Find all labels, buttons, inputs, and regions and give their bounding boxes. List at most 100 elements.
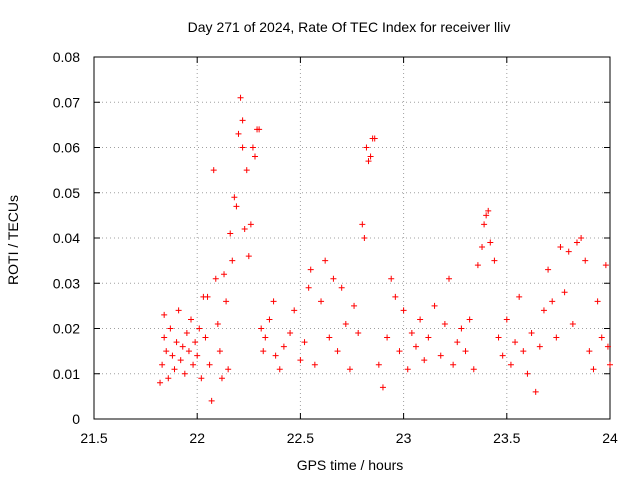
- data-point: [173, 339, 180, 346]
- data-point: [487, 239, 494, 246]
- data-point: [412, 343, 419, 350]
- data-point: [342, 320, 349, 327]
- data-point: [258, 325, 265, 332]
- data-point: [157, 379, 164, 386]
- data-point: [256, 126, 263, 133]
- axis-ticks: 21.5 22 22.5 23 23.5 24 0 0.01 0.02 0.03 0.04 0.05 0…: [53, 49, 618, 446]
- data-point: [185, 348, 192, 355]
- y-tick-label: 0.03: [53, 275, 80, 291]
- data-point: [239, 144, 246, 151]
- data-point: [171, 366, 178, 373]
- data-point: [266, 316, 273, 323]
- data-point: [499, 352, 506, 359]
- data-point: [214, 320, 221, 327]
- y-tick-label: 0.06: [53, 140, 80, 156]
- y-tick-label: 0.07: [53, 94, 80, 110]
- data-point: [528, 330, 535, 337]
- data-point: [565, 248, 572, 255]
- data-point: [202, 334, 209, 341]
- data-point: [569, 320, 576, 327]
- data-point: [307, 266, 314, 273]
- y-tick-label: 0.02: [53, 321, 80, 337]
- data-point: [375, 361, 382, 368]
- data-point: [417, 316, 424, 323]
- x-tick-label: 22: [189, 430, 205, 446]
- data-point: [408, 330, 415, 337]
- data-point: [301, 339, 308, 346]
- data-point: [359, 221, 366, 228]
- grid-layer: [94, 57, 610, 419]
- chart-title: Day 271 of 2024, Rate Of TEC Index for r…: [188, 19, 511, 35]
- data-point: [446, 275, 453, 282]
- data-point: [586, 348, 593, 355]
- data-point: [578, 235, 585, 241]
- data-point: [557, 244, 564, 251]
- data-point: [485, 207, 492, 214]
- x-tick-label: 22.5: [287, 430, 314, 446]
- x-tick-label: 23: [396, 430, 412, 446]
- data-point: [330, 275, 337, 282]
- data-points: [157, 94, 613, 404]
- data-point: [161, 334, 168, 341]
- data-point: [388, 275, 395, 282]
- data-point: [363, 144, 370, 151]
- data-point: [483, 212, 490, 219]
- data-point: [431, 302, 438, 309]
- data-point: [549, 298, 556, 305]
- data-point: [590, 366, 597, 373]
- data-point: [602, 262, 609, 269]
- data-point: [540, 307, 547, 314]
- data-point: [169, 352, 176, 359]
- data-point: [421, 357, 428, 364]
- y-tick-label: 0.04: [53, 230, 80, 246]
- data-point: [270, 298, 277, 305]
- data-point: [503, 316, 510, 323]
- data-point: [481, 221, 488, 228]
- data-point: [204, 293, 211, 300]
- data-point: [355, 330, 362, 337]
- data-point: [305, 284, 312, 291]
- data-point: [276, 366, 283, 373]
- data-point: [208, 397, 215, 404]
- x-axis-label: GPS time / hours: [297, 457, 404, 473]
- data-point: [165, 375, 172, 382]
- data-point: [297, 357, 304, 364]
- data-point: [216, 348, 223, 355]
- data-point: [326, 334, 333, 341]
- data-point: [466, 316, 473, 323]
- data-point: [441, 320, 448, 327]
- data-point: [573, 239, 580, 246]
- data-point: [272, 352, 279, 359]
- data-point: [179, 343, 186, 350]
- data-point: [400, 307, 407, 314]
- data-point: [183, 330, 190, 337]
- data-point: [241, 225, 248, 232]
- data-point: [384, 334, 391, 341]
- data-point: [245, 253, 252, 260]
- data-point: [249, 144, 256, 151]
- y-tick-label: 0.01: [53, 366, 80, 382]
- data-point: [425, 334, 432, 341]
- data-point: [491, 257, 498, 264]
- data-point: [495, 334, 502, 341]
- x-tick-label: 21.5: [80, 430, 107, 446]
- data-point: [161, 311, 168, 318]
- data-point: [163, 348, 170, 355]
- data-point: [212, 275, 219, 282]
- data-point: [404, 366, 411, 373]
- data-point: [598, 334, 605, 341]
- data-point: [229, 257, 236, 264]
- data-point: [177, 357, 184, 364]
- data-point: [520, 348, 527, 355]
- y-tick-label: 0.08: [53, 49, 80, 65]
- data-point: [287, 330, 294, 337]
- data-point: [346, 366, 353, 373]
- data-point: [458, 325, 465, 332]
- data-point: [237, 94, 244, 101]
- y-tick-label: 0.05: [53, 185, 80, 201]
- data-point: [474, 262, 481, 269]
- data-point: [218, 375, 225, 382]
- data-point: [159, 361, 166, 368]
- data-point: [190, 361, 197, 368]
- data-point: [181, 370, 188, 377]
